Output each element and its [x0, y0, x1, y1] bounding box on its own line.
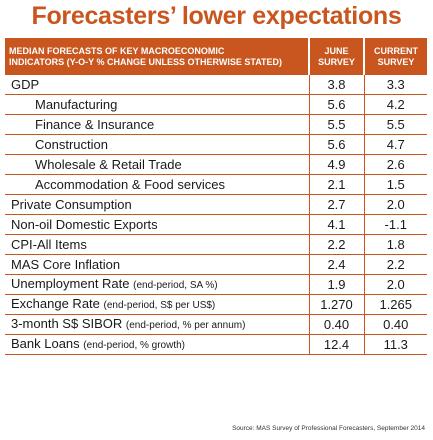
table-row: Bank Loans (end-period, % growth) 12.4 11.…: [5, 334, 427, 355]
indicator-label: Finance & Insurance: [5, 114, 309, 135]
indicator-name: GDP: [11, 77, 40, 92]
current-value: 11.3: [363, 334, 427, 355]
indicator-name: Accommodation & Food services: [35, 177, 226, 192]
indicator-label: Wholesale & Retail Trade: [5, 154, 309, 175]
current-header-line2: SURVEY: [377, 56, 415, 67]
chart-title: Forecasters’ lower expectations: [31, 2, 402, 30]
june-header-line2: SURVEY: [318, 56, 355, 67]
indicator-label: CPI-All Items: [5, 234, 309, 255]
june-value: 4.1: [308, 214, 364, 235]
june-value: 2.1: [308, 174, 364, 195]
indicator-label: Construction: [5, 134, 309, 155]
indicator-name: Bank Loans: [11, 336, 80, 351]
indicator-label: Unemployment Rate (end-period, SA %): [5, 274, 309, 295]
current-value: 3.3: [363, 75, 427, 95]
table-row: CPI-All Items 2.2 1.8: [5, 234, 427, 255]
indicator-name: CPI-All Items: [11, 237, 87, 252]
current-value: 4.7: [363, 134, 427, 155]
table-row: MAS Core Inflation 2.4 2.2: [5, 254, 427, 275]
june-value: 1.270: [308, 294, 364, 315]
indicator-name: 3-month S$ SIBOR: [11, 316, 123, 331]
june-value: 12.4: [308, 334, 364, 355]
indicator-name: Finance & Insurance: [35, 117, 155, 132]
june-value: 2.4: [308, 254, 364, 275]
current-header-line1: CURRENT: [374, 45, 418, 56]
indicator-label: Manufacturing: [5, 94, 309, 115]
current-value: 1.265: [363, 294, 427, 315]
june-survey-header: JUNE SURVEY: [308, 38, 364, 75]
indicator-name: Unemployment Rate: [11, 276, 130, 291]
current-value: 0.40: [363, 314, 427, 335]
table-row: Construction 5.6 4.7: [5, 134, 427, 155]
june-value: 0.40: [308, 314, 364, 335]
indicator-name: Wholesale & Retail Trade: [35, 157, 182, 172]
current-value: 1.8: [363, 234, 427, 255]
indicator-header: MEDIAN FORECASTS OF KEY MACROECONOMIC IN…: [5, 38, 309, 75]
current-value: 2.0: [363, 274, 427, 295]
indicator-unit: (end-period, % per annum): [125, 320, 246, 331]
table-row: 3-month S$ SIBOR (end-period, % per annu…: [5, 314, 427, 335]
indicator-unit: (end-period, SA %): [133, 280, 218, 291]
table-row: Non-oil Domestic Exports 4.1 -1.1: [5, 214, 427, 235]
table-row: Accommodation & Food services 2.1 1.5: [5, 174, 427, 195]
table-row: Finance & Insurance 5.5 5.5: [5, 114, 427, 135]
table-row: Wholesale & Retail Trade 4.9 2.6: [5, 154, 427, 175]
current-survey-header: CURRENT SURVEY: [363, 38, 427, 75]
indicator-unit: (end-period, % growth): [83, 340, 186, 351]
table-header-row: MEDIAN FORECASTS OF KEY MACROECONOMIC IN…: [5, 38, 427, 75]
indicator-label: Non-oil Domestic Exports: [5, 214, 309, 235]
current-value: 5.5: [363, 114, 427, 135]
june-value: 4.9: [308, 154, 364, 175]
june-value: 5.6: [308, 94, 364, 115]
current-value: 2.2: [363, 254, 427, 275]
current-value: 2.0: [363, 194, 427, 215]
indicator-name: Private Consumption: [11, 197, 132, 212]
current-value: 4.2: [363, 94, 427, 115]
indicator-name: Manufacturing: [35, 97, 118, 112]
june-value: 2.2: [308, 234, 364, 255]
june-value: 3.8: [308, 75, 364, 95]
table-row: Exchange Rate (end-period, S$ per US$) 1.…: [5, 294, 427, 315]
indicator-label: MAS Core Inflation: [5, 254, 309, 275]
table-row: Unemployment Rate (end-period, SA %) 1.9 2…: [5, 274, 427, 295]
current-value: -1.1: [363, 214, 427, 235]
forecast-table: MEDIAN FORECASTS OF KEY MACROECONOMIC IN…: [5, 38, 427, 355]
indicator-label: Accommodation & Food services: [5, 174, 309, 195]
table-row: Manufacturing 5.6 4.2: [5, 94, 427, 115]
indicator-label: Bank Loans (end-period, % growth): [5, 334, 309, 355]
table-row: Private Consumption 2.7 2.0: [5, 194, 427, 215]
indicator-header-line1: MEDIAN FORECASTS OF KEY MACROECONOMIC: [9, 45, 225, 56]
current-value: 2.6: [363, 154, 427, 175]
indicator-unit: (end-period, S$ per US$): [103, 300, 216, 311]
indicator-header-line2: INDICATORS (y-o-y % change unless otherw…: [9, 56, 283, 67]
indicator-name: Non-oil Domestic Exports: [11, 217, 158, 232]
indicator-label: 3-month S$ SIBOR (end-period, % per annu…: [5, 314, 309, 335]
june-value: 1.9: [308, 274, 364, 295]
indicator-name: MAS Core Inflation: [11, 257, 121, 272]
indicator-name: Construction: [35, 137, 108, 152]
june-value: 2.7: [308, 194, 364, 215]
current-value: 1.5: [363, 174, 427, 195]
june-value: 5.6: [308, 134, 364, 155]
indicator-label: Exchange Rate (end-period, S$ per US$): [5, 294, 309, 315]
indicator-label: GDP: [5, 75, 309, 95]
indicator-name: Exchange Rate: [11, 296, 100, 311]
june-header-line1: JUNE: [324, 45, 349, 56]
table-row: GDP 3.8 3.3: [5, 75, 427, 95]
june-value: 5.5: [308, 114, 364, 135]
source-note: Source: MAS Survey of Professional Forec…: [232, 425, 425, 432]
indicator-label: Private Consumption: [5, 194, 309, 215]
